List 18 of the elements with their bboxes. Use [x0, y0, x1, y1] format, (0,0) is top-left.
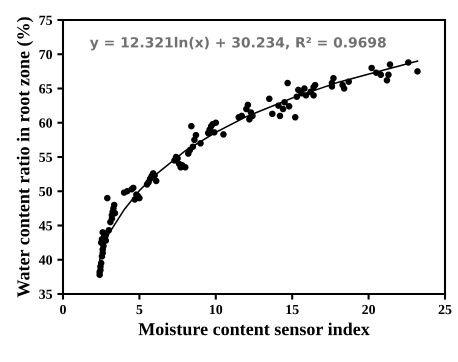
x-tick-label: 5 [136, 304, 142, 314]
x-tick-label: 0 [60, 304, 66, 314]
annotation: y = 12.321ln(x) + 30.234, R² = 0.9698 [90, 36, 386, 50]
y-axis-title: Water content ratio in root zone (%) [16, 17, 34, 298]
y-tick-label: 35 [39, 290, 52, 299]
x-axis-title: Moisture content sensor index [138, 322, 370, 336]
y-tick-label: 60 [39, 118, 52, 128]
x-tick-label: 25 [438, 304, 452, 314]
y-tick-label: 40 [38, 255, 52, 265]
y-tick-label: 55 [39, 152, 52, 162]
y-tick-label: 75 [39, 16, 52, 25]
x-tick-label: 10 [210, 304, 222, 314]
y-tick-label: 45 [38, 221, 52, 230]
x-tick-label: 20 [362, 304, 376, 314]
y-tick-label: 50 [39, 186, 52, 196]
y-tick-label: 70 [39, 50, 52, 60]
x-tick-label: 15 [286, 304, 299, 314]
y-tick-label: 65 [39, 84, 52, 94]
